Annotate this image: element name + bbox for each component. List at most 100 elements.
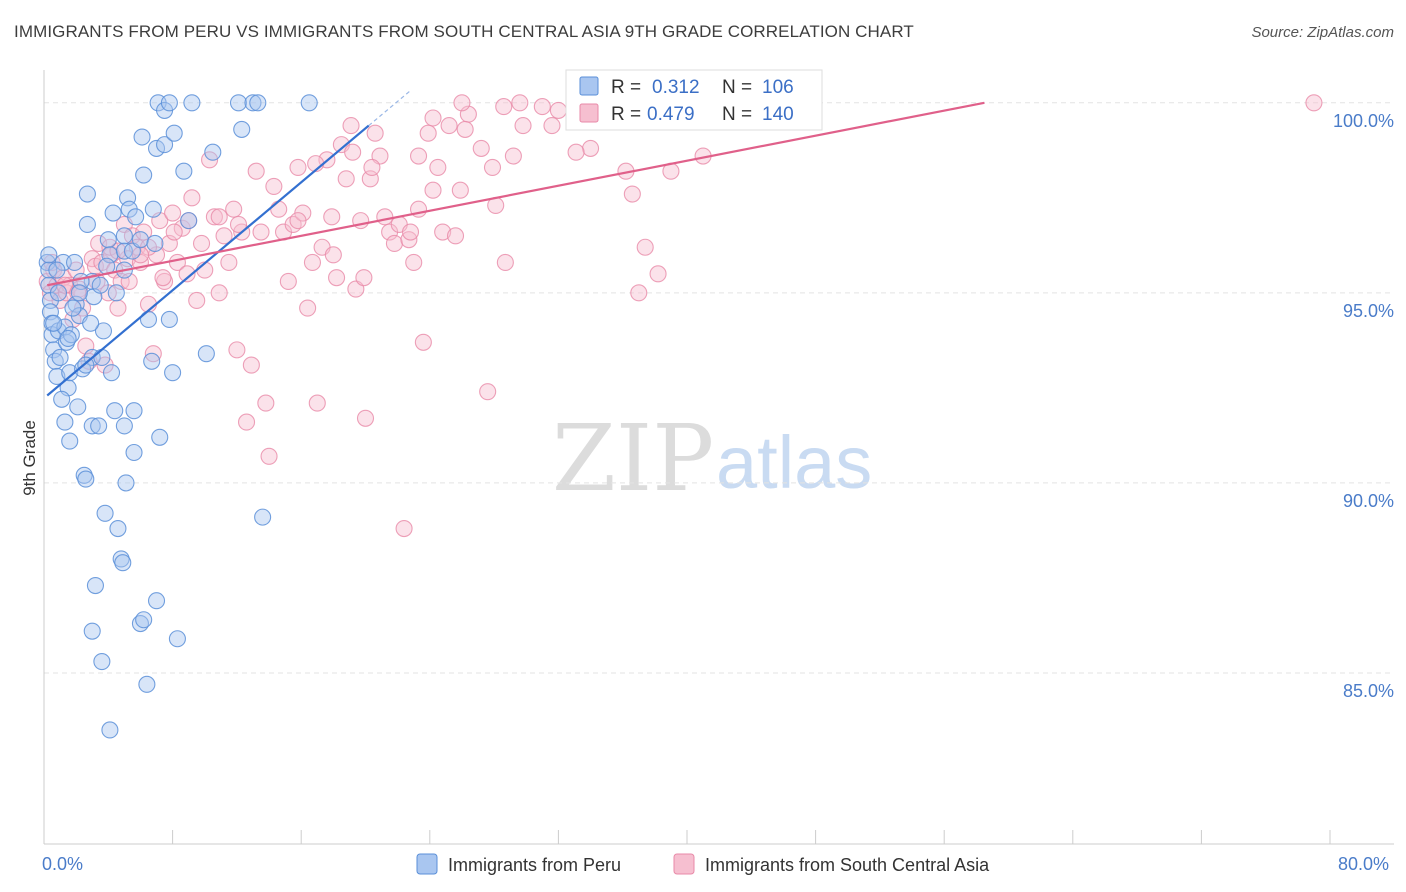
sca-point — [109, 299, 127, 317]
sca-point — [242, 356, 260, 374]
y-axis-title: 9th Grade — [20, 420, 39, 496]
sca-point — [424, 109, 442, 127]
legend-r-value-peru: 0.312 — [652, 77, 700, 98]
peru-point — [151, 428, 169, 446]
peru-point — [115, 227, 133, 245]
sca-point — [543, 117, 561, 135]
peru-point — [109, 519, 127, 538]
peru-point — [51, 348, 69, 367]
peru-point — [40, 246, 58, 264]
sca-point — [337, 170, 355, 188]
peru-point — [133, 128, 151, 146]
sca-point — [265, 177, 283, 195]
peru-point — [94, 322, 113, 340]
sca-point — [289, 158, 307, 176]
bottom-legend-swatch-peru — [416, 853, 438, 875]
peru-point — [144, 200, 162, 218]
sca-point — [324, 246, 342, 264]
legend-n-value-sca: 140 — [762, 104, 794, 125]
peru-point — [59, 329, 77, 348]
sca-point — [270, 200, 288, 218]
peru-point — [48, 261, 66, 279]
peru-point — [65, 253, 84, 271]
peru-point — [78, 185, 96, 203]
sca-point — [247, 162, 265, 180]
sca-point — [479, 383, 497, 401]
sca-point — [260, 447, 278, 465]
sca-point — [451, 181, 469, 199]
trend-line-peru — [46, 124, 370, 397]
peru-point — [254, 508, 272, 526]
peru-point — [233, 120, 251, 138]
legend-n-value-peru: 106 — [762, 77, 794, 98]
sca-point — [453, 94, 471, 112]
chart-source: Source: ZipAtlas.com — [1251, 24, 1394, 41]
x-tick-label-max: 80.0% — [1338, 854, 1389, 874]
sca-point — [495, 98, 513, 116]
sca-point — [472, 139, 490, 157]
sca-point — [1305, 94, 1323, 112]
sca-point — [210, 208, 228, 226]
peru-point — [83, 622, 101, 640]
peru-point — [106, 402, 124, 420]
sca-point — [229, 215, 248, 233]
sca-point — [355, 269, 373, 287]
peru-point — [70, 284, 88, 302]
sca-point — [308, 394, 326, 412]
peru-point — [147, 592, 166, 610]
peru-point — [135, 166, 153, 184]
trend-line-sca — [47, 101, 985, 287]
legend-box: R = 0.312 N = 106 R = 0.479 N = 140 — [565, 69, 823, 131]
peru-point — [91, 276, 109, 294]
sca-point — [630, 284, 648, 302]
peru-point — [107, 284, 125, 302]
peru-point — [93, 348, 111, 367]
sca-point — [323, 208, 341, 226]
sca-point — [303, 253, 322, 271]
peru-point — [117, 474, 135, 492]
sca-point — [183, 189, 201, 207]
sca-point — [434, 223, 452, 241]
peru-point — [64, 299, 82, 317]
sca-point — [356, 409, 375, 427]
peru-point — [86, 576, 104, 595]
sca-point — [215, 227, 233, 245]
peru-point — [99, 231, 117, 249]
sca-point — [483, 158, 502, 176]
peru-point — [165, 124, 183, 142]
legend-n-label-peru: N = — [722, 77, 752, 98]
sca-point — [164, 204, 182, 222]
peru-point — [131, 231, 149, 249]
peru-point — [45, 314, 63, 332]
sca-point — [188, 291, 206, 310]
y-tick-label-0: 100.0% — [1333, 111, 1394, 131]
grid — [44, 102, 1394, 674]
peru-point — [249, 94, 267, 112]
sca-point — [363, 158, 381, 176]
sca-point — [419, 124, 437, 142]
sca-point — [376, 208, 394, 226]
legend-r-label-sca: R = — [611, 104, 641, 125]
peru-point — [164, 364, 182, 382]
sca-point — [210, 284, 228, 302]
sca-point — [279, 272, 297, 291]
peru-point — [197, 345, 215, 363]
sca-point — [429, 158, 447, 176]
peru-point — [77, 470, 95, 488]
sca-point — [299, 299, 317, 317]
peru-point — [69, 398, 87, 416]
legend-r-value-sca: 0.479 — [647, 104, 695, 125]
sca-point — [385, 234, 403, 252]
sca-point — [342, 117, 360, 135]
peru-point — [96, 504, 114, 522]
series-peru-points — [38, 94, 318, 739]
peru-point — [180, 212, 198, 230]
bottom-legend-swatch-sca — [673, 853, 695, 875]
sca-point — [649, 265, 667, 283]
sca-point — [636, 238, 654, 256]
sca-point — [257, 394, 275, 412]
sca-point — [109, 242, 127, 260]
peru-point — [244, 94, 262, 112]
sca-point — [511, 94, 529, 112]
